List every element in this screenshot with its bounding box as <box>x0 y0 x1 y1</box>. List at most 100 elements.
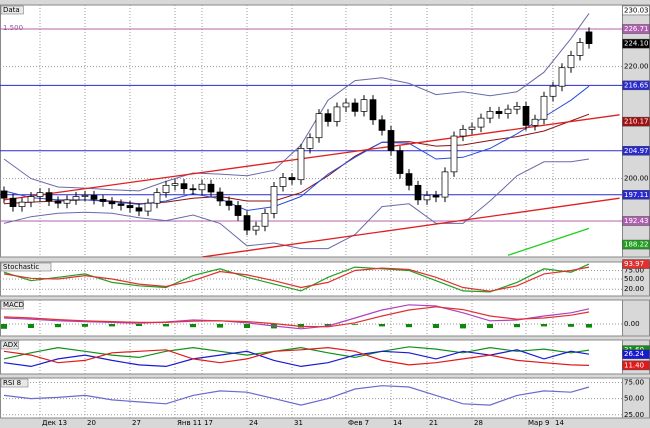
annotation: 1.500 <box>3 24 23 32</box>
panel <box>0 377 623 419</box>
candle-body <box>486 111 494 119</box>
candle-body <box>504 108 512 114</box>
bar <box>568 324 574 327</box>
level-label: 210.17 <box>624 118 649 126</box>
candle-body <box>369 99 377 121</box>
x-tick-label: 17 <box>204 419 213 427</box>
candle-body <box>117 203 125 206</box>
candle-body <box>306 137 314 149</box>
candle-body <box>432 195 440 198</box>
candle-body <box>468 126 476 130</box>
candle-body <box>126 205 134 209</box>
y-tick-label: 50.00 <box>624 395 644 403</box>
x-tick-label: 24 <box>249 419 258 427</box>
panel-title-box <box>0 300 24 310</box>
candle-body <box>81 195 89 197</box>
level-label: 216.65 <box>624 81 649 89</box>
x-tick-label: 14 <box>555 419 564 427</box>
candle-body <box>450 135 458 173</box>
candle-body <box>531 118 539 126</box>
candle-body <box>207 183 215 193</box>
y-tick-label: 0.00 <box>624 320 640 328</box>
panel <box>0 299 623 337</box>
panel <box>0 339 623 375</box>
candle-body <box>63 199 71 204</box>
bar <box>244 324 250 328</box>
candle-body <box>90 195 98 200</box>
x-tick-label: Мар 9 <box>528 419 549 427</box>
candle-body <box>36 192 44 197</box>
candle-body <box>0 190 8 199</box>
bar <box>82 324 88 327</box>
panel-title: RSI 8 <box>3 379 21 387</box>
candle-body <box>351 102 359 112</box>
y-tick-label: 200.00 <box>624 175 649 183</box>
candle-body <box>243 215 251 231</box>
y-tick-label: 220.00 <box>624 63 649 71</box>
candle-body <box>180 183 188 190</box>
x-tick-label: Фев 7 <box>348 419 369 427</box>
level-label: 197.11 <box>624 191 649 199</box>
bar <box>487 324 493 328</box>
series-line <box>3 349 590 368</box>
candle-body <box>387 130 395 151</box>
candle-body <box>252 225 260 231</box>
candle-body <box>540 95 548 120</box>
overlay-line <box>3 158 590 250</box>
y-tick-label: 25.00 <box>624 411 644 419</box>
candle-body <box>54 200 62 204</box>
bar <box>109 324 115 327</box>
x-tick-label: Янв 11 <box>177 419 202 427</box>
candle-body <box>405 173 413 186</box>
plot <box>0 262 622 296</box>
candle-body <box>108 201 116 205</box>
level-label: 11.40 <box>624 361 644 369</box>
candle-body <box>576 42 584 56</box>
panel-title: MACD <box>3 301 24 309</box>
bar <box>28 324 34 328</box>
candle-body <box>360 99 368 112</box>
level-label: 204.97 <box>624 147 649 155</box>
level-label: 226.71 <box>624 25 649 33</box>
candle-body <box>315 113 323 139</box>
candle-body <box>342 102 350 108</box>
bar <box>460 324 466 329</box>
y-tick-label: 20.00 <box>624 285 644 293</box>
candle-body <box>45 192 53 202</box>
candle-body <box>513 106 521 110</box>
x-tick-label: Дек 13 <box>42 419 67 427</box>
candle-body <box>216 191 224 202</box>
level-label: 93.97 <box>624 260 644 268</box>
bar <box>541 324 547 327</box>
candle-body <box>144 202 152 212</box>
candle-body <box>558 67 566 87</box>
candle-body <box>99 198 107 202</box>
candle-body <box>225 200 233 206</box>
candle-body <box>189 188 197 191</box>
candle-body <box>567 55 575 69</box>
panel-title: Data <box>3 6 20 14</box>
level-label: 224.10 <box>624 40 649 48</box>
bar <box>379 324 385 327</box>
series-line <box>3 346 590 366</box>
candle-body <box>378 119 386 131</box>
bar <box>217 324 223 328</box>
y-tick-label: 75.00 <box>624 267 644 275</box>
bar <box>352 324 358 325</box>
candle-body <box>333 106 341 122</box>
candle-body <box>171 183 179 186</box>
candle-body <box>585 31 593 44</box>
candle-body <box>18 201 26 207</box>
y-tick-label: 50.00 <box>624 275 644 283</box>
level-label: 230.03 <box>624 6 649 14</box>
candle-body <box>270 186 278 214</box>
series-line <box>3 346 590 360</box>
panel-title: Stochastic <box>3 263 39 271</box>
plot <box>0 378 622 418</box>
trend-line <box>201 197 620 257</box>
candle-body <box>72 196 80 201</box>
panel-title-box <box>0 340 20 350</box>
candle-body <box>288 177 296 181</box>
plot <box>0 300 622 336</box>
